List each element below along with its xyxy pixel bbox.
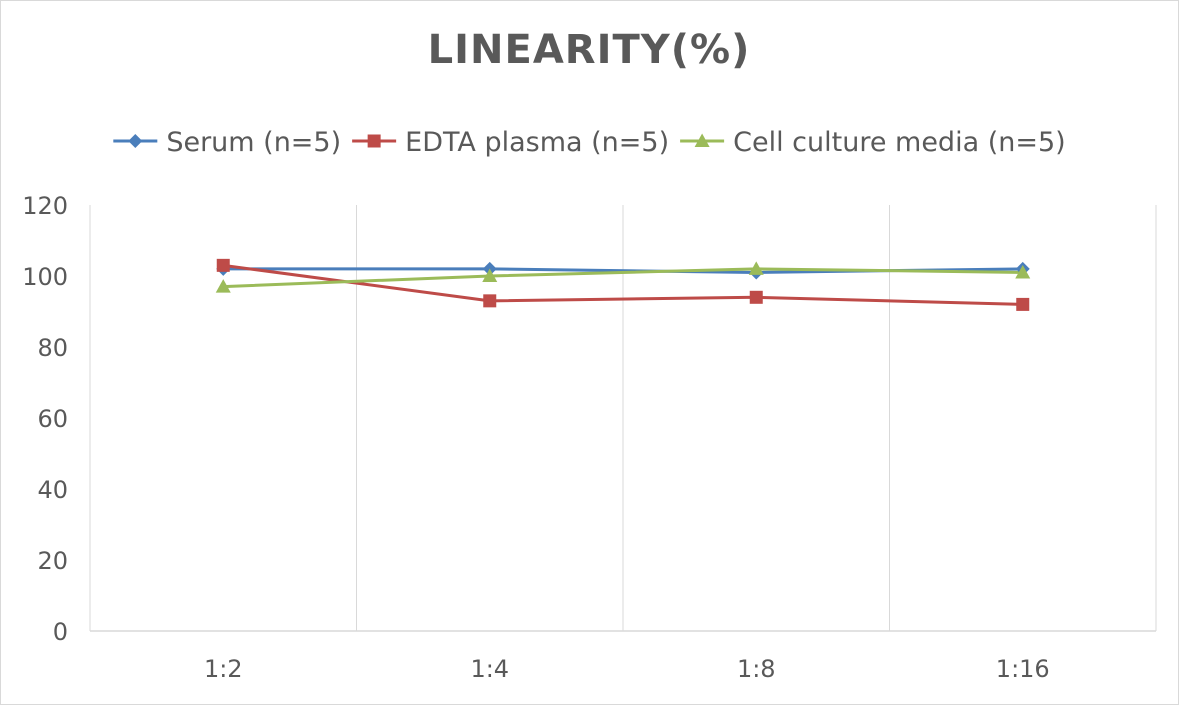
- gridlines: [89, 205, 1157, 632]
- data-point-series-3: [748, 261, 764, 275]
- data-point-series-2: [1016, 297, 1030, 311]
- legend-item-3: Cell culture media (n=5): [680, 127, 1066, 158]
- y-tick-label: 120: [22, 192, 68, 220]
- x-tick-label: 1:4: [470, 655, 509, 683]
- y-tick-label: 80: [37, 334, 68, 362]
- x-axis-ticks: 1:2 1:4 1:8 1:16: [204, 655, 1050, 683]
- data-point-series-3: [1015, 264, 1031, 279]
- y-tick-label: 60: [37, 405, 68, 433]
- legend-marker: [694, 133, 710, 147]
- legend-label: Serum (n=5): [166, 127, 341, 158]
- series-lines: [221, 263, 1025, 306]
- data-point-series-2: [749, 290, 763, 304]
- legend-item-1: Serum (n=5): [113, 127, 341, 158]
- y-axis-ticks: 0 20 40 60 80 100 120: [22, 192, 68, 646]
- x-tick-label: 1:16: [996, 655, 1050, 683]
- legend: Serum (n=5) EDTA plasma (n=5) Cell culture…: [113, 127, 1066, 158]
- y-tick-label: 100: [22, 263, 68, 291]
- series-line-3: [221, 267, 1025, 289]
- legend-item-2: EDTA plasma (n=5): [352, 127, 669, 158]
- data-point-series-2: [216, 258, 230, 272]
- x-tick-label: 1:2: [204, 655, 243, 683]
- series-markers: [215, 258, 1031, 311]
- x-tick-label: 1:8: [737, 655, 776, 683]
- legend-label: Cell culture media (n=5): [733, 127, 1066, 158]
- data-point-series-3: [482, 268, 498, 282]
- data-point-series-2: [483, 294, 497, 308]
- data-point-series-3: [215, 279, 231, 293]
- legend-label: EDTA plasma (n=5): [405, 127, 669, 158]
- y-tick-label: 20: [37, 547, 68, 575]
- legend-marker: [367, 134, 381, 148]
- y-tick-label: 0: [53, 618, 68, 646]
- y-tick-label: 40: [37, 476, 68, 504]
- legend-marker: [128, 134, 143, 148]
- chart-title: LINEARITY(%): [428, 27, 751, 73]
- series-line-2: [221, 263, 1025, 306]
